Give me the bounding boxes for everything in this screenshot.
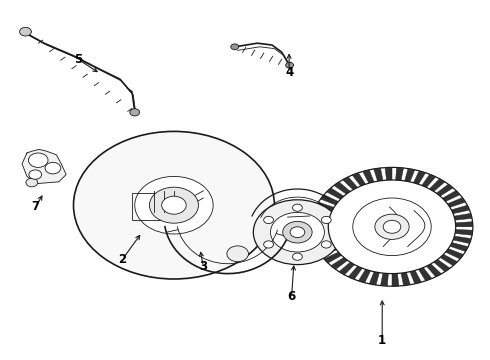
Polygon shape — [442, 190, 460, 202]
Polygon shape — [410, 270, 421, 284]
Text: 6: 6 — [288, 291, 295, 303]
Text: 3: 3 — [199, 260, 207, 273]
Polygon shape — [352, 173, 366, 186]
Circle shape — [270, 212, 324, 252]
Circle shape — [290, 227, 305, 238]
Polygon shape — [22, 149, 66, 184]
Polygon shape — [445, 249, 464, 259]
Polygon shape — [429, 179, 445, 192]
Polygon shape — [440, 254, 457, 266]
Circle shape — [227, 246, 248, 262]
Text: 7: 7 — [31, 201, 39, 213]
Polygon shape — [447, 198, 465, 207]
Polygon shape — [369, 272, 379, 285]
Polygon shape — [311, 219, 329, 224]
Text: 5: 5 — [74, 53, 82, 66]
Polygon shape — [343, 177, 358, 190]
Circle shape — [45, 162, 61, 174]
Polygon shape — [315, 240, 333, 248]
Polygon shape — [312, 234, 330, 240]
Polygon shape — [311, 227, 328, 232]
Polygon shape — [422, 174, 436, 188]
Polygon shape — [434, 260, 450, 272]
Circle shape — [353, 198, 431, 256]
Circle shape — [74, 131, 274, 279]
Polygon shape — [454, 213, 472, 220]
Polygon shape — [437, 184, 453, 196]
Polygon shape — [385, 167, 392, 180]
Polygon shape — [324, 252, 342, 263]
Bar — [132, 193, 164, 220]
Circle shape — [321, 216, 331, 224]
Circle shape — [149, 187, 198, 223]
Circle shape — [231, 44, 239, 50]
Polygon shape — [450, 243, 468, 252]
Polygon shape — [363, 170, 374, 183]
Polygon shape — [320, 195, 339, 205]
Circle shape — [20, 27, 31, 36]
Circle shape — [26, 178, 38, 187]
Circle shape — [253, 200, 342, 265]
Circle shape — [286, 62, 294, 68]
Polygon shape — [339, 262, 355, 275]
Circle shape — [130, 109, 140, 116]
Circle shape — [29, 170, 42, 179]
Polygon shape — [348, 266, 362, 279]
Circle shape — [264, 216, 273, 224]
Text: 2: 2 — [119, 253, 126, 266]
Polygon shape — [331, 257, 347, 269]
Polygon shape — [451, 205, 469, 213]
Circle shape — [328, 180, 456, 274]
Text: 1: 1 — [378, 334, 386, 347]
Polygon shape — [316, 202, 334, 211]
Polygon shape — [455, 229, 473, 235]
Circle shape — [293, 253, 302, 260]
Circle shape — [293, 204, 302, 211]
Polygon shape — [456, 222, 473, 227]
Polygon shape — [405, 168, 415, 182]
Polygon shape — [401, 273, 410, 285]
Text: 4: 4 — [285, 66, 293, 78]
Circle shape — [283, 221, 312, 243]
Circle shape — [162, 196, 186, 214]
Polygon shape — [453, 236, 471, 243]
Polygon shape — [392, 274, 399, 286]
Circle shape — [135, 176, 213, 234]
Polygon shape — [358, 269, 370, 283]
Polygon shape — [426, 264, 441, 277]
Polygon shape — [414, 171, 426, 184]
Circle shape — [264, 241, 273, 248]
Polygon shape — [313, 210, 331, 217]
Polygon shape — [418, 267, 432, 281]
Circle shape — [28, 153, 48, 167]
Polygon shape — [334, 182, 350, 194]
Circle shape — [375, 214, 409, 239]
Polygon shape — [381, 273, 389, 286]
Circle shape — [321, 241, 331, 248]
Polygon shape — [395, 167, 403, 180]
Polygon shape — [327, 188, 344, 199]
Polygon shape — [374, 168, 383, 181]
Circle shape — [311, 167, 473, 286]
Circle shape — [383, 220, 401, 233]
Polygon shape — [318, 246, 337, 256]
